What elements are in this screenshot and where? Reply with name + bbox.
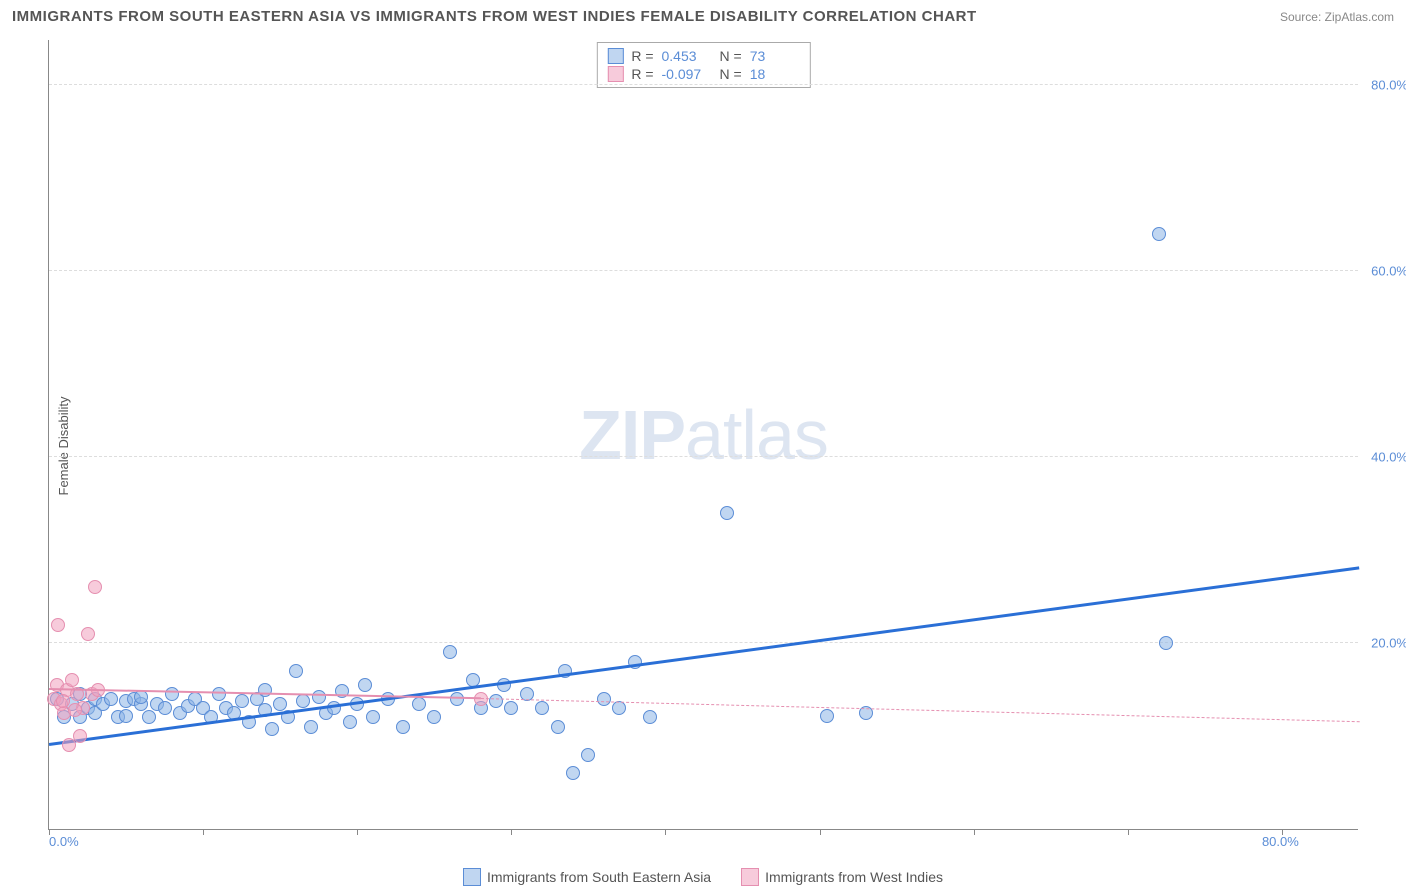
watermark-suffix: atlas bbox=[685, 396, 828, 474]
stats-swatch bbox=[607, 48, 623, 64]
data-point bbox=[65, 673, 79, 687]
x-tick bbox=[203, 829, 204, 835]
data-point bbox=[134, 690, 148, 704]
stats-r-value: -0.097 bbox=[662, 66, 712, 82]
x-tick bbox=[820, 829, 821, 835]
chart-title: IMMIGRANTS FROM SOUTH EASTERN ASIA VS IM… bbox=[12, 8, 977, 25]
data-point bbox=[551, 720, 565, 734]
data-point bbox=[343, 715, 357, 729]
y-tick-label: 20.0% bbox=[1363, 636, 1406, 651]
data-point bbox=[443, 645, 457, 659]
y-tick-label: 80.0% bbox=[1363, 78, 1406, 93]
data-point bbox=[1159, 636, 1173, 650]
watermark: ZIPatlas bbox=[579, 395, 828, 475]
x-tick bbox=[665, 829, 666, 835]
data-point bbox=[62, 738, 76, 752]
data-point bbox=[51, 618, 65, 632]
data-point bbox=[265, 722, 279, 736]
data-point bbox=[412, 697, 426, 711]
stats-n-value: 18 bbox=[750, 66, 800, 82]
stats-r-label: R = bbox=[631, 66, 653, 82]
data-point bbox=[820, 709, 834, 723]
data-point bbox=[312, 690, 326, 704]
data-point bbox=[427, 710, 441, 724]
scatter-chart: ZIPatlas R =0.453N =73R =-0.097N =18 20.… bbox=[48, 40, 1358, 830]
correlation-stats-box: R = 0.453 N = 73 R = -0.097 N = 18 bbox=[596, 42, 810, 88]
data-point bbox=[119, 709, 133, 723]
data-point bbox=[566, 766, 580, 780]
data-point bbox=[535, 701, 549, 715]
data-point bbox=[104, 692, 118, 706]
data-point bbox=[158, 701, 172, 715]
x-tick-label: 80.0% bbox=[1262, 834, 1299, 849]
data-point bbox=[165, 687, 179, 701]
data-point bbox=[612, 701, 626, 715]
legend-label: Immigrants from West Indies bbox=[765, 869, 943, 885]
data-point bbox=[366, 710, 380, 724]
x-tick bbox=[1128, 829, 1129, 835]
stats-r-value: 0.453 bbox=[662, 48, 712, 64]
data-point bbox=[56, 694, 70, 708]
data-point bbox=[1152, 227, 1166, 241]
x-tick bbox=[511, 829, 512, 835]
data-point bbox=[81, 627, 95, 641]
y-tick-label: 40.0% bbox=[1363, 450, 1406, 465]
legend-swatch bbox=[741, 868, 759, 886]
legend-item: Immigrants from West Indies bbox=[741, 868, 943, 886]
watermark-prefix: ZIP bbox=[579, 396, 685, 474]
legend-swatch bbox=[463, 868, 481, 886]
gridline bbox=[49, 84, 1358, 85]
chart-header: IMMIGRANTS FROM SOUTH EASTERN ASIA VS IM… bbox=[12, 8, 1394, 25]
trend-line bbox=[49, 566, 1359, 745]
y-tick-label: 60.0% bbox=[1363, 264, 1406, 279]
data-point bbox=[142, 710, 156, 724]
data-point bbox=[88, 580, 102, 594]
data-point bbox=[289, 664, 303, 678]
x-tick bbox=[974, 829, 975, 835]
x-tick bbox=[357, 829, 358, 835]
legend-label: Immigrants from South Eastern Asia bbox=[487, 869, 711, 885]
data-point bbox=[358, 678, 372, 692]
series-legend: Immigrants from South Eastern Asia Immigr… bbox=[463, 868, 943, 886]
data-point bbox=[68, 703, 82, 717]
data-point bbox=[489, 694, 503, 708]
data-point bbox=[273, 697, 287, 711]
data-point bbox=[643, 710, 657, 724]
data-point bbox=[581, 748, 595, 762]
gridline bbox=[49, 270, 1358, 271]
data-point bbox=[296, 694, 310, 708]
data-point bbox=[504, 701, 518, 715]
stats-n-label: N = bbox=[720, 48, 742, 64]
data-point bbox=[304, 720, 318, 734]
stats-n-label: N = bbox=[720, 66, 742, 82]
gridline bbox=[49, 456, 1358, 457]
legend-item: Immigrants from South Eastern Asia bbox=[463, 868, 711, 886]
chart-source: Source: ZipAtlas.com bbox=[1280, 10, 1394, 24]
data-point bbox=[212, 687, 226, 701]
stats-r-label: R = bbox=[631, 48, 653, 64]
data-point bbox=[720, 506, 734, 520]
data-point bbox=[597, 692, 611, 706]
data-point bbox=[396, 720, 410, 734]
data-point bbox=[235, 694, 249, 708]
stats-row: R = -0.097 N = 18 bbox=[607, 65, 799, 83]
x-tick-label: 0.0% bbox=[49, 834, 79, 849]
stats-row: R = 0.453 N = 73 bbox=[607, 47, 799, 65]
stats-swatch bbox=[607, 66, 623, 82]
stats-n-value: 73 bbox=[750, 48, 800, 64]
